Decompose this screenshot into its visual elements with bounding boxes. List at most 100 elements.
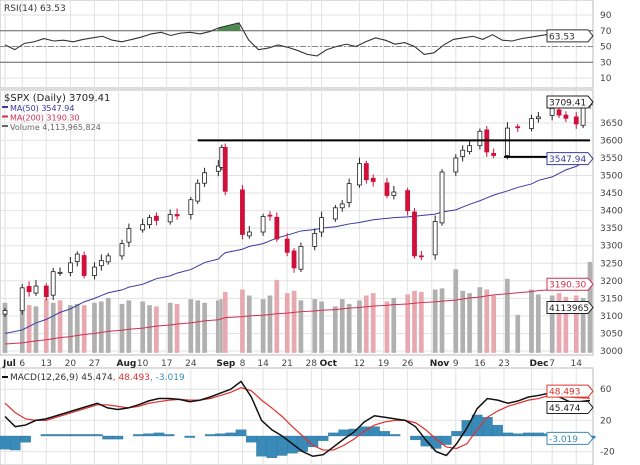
macd-tick-label: 20 [600,416,612,426]
date-label: 17 [161,359,172,369]
macd-histogram-bar [133,434,144,437]
volume-bar [391,297,397,354]
volume-bar [167,302,173,354]
candle-body [556,109,562,116]
volume-bar [91,302,98,354]
date-label: 6 [19,359,25,369]
macd-tick-label: 60 [600,385,612,395]
candle-body [391,191,397,196]
candle-body [418,255,424,258]
macd-histogram-bar [235,429,247,437]
candle-body [453,157,459,173]
macd-line [4,380,591,458]
volume-bar [43,298,49,354]
candle-body [74,253,80,262]
volume-bar [153,306,160,354]
price-tick-label: 3650 [600,119,623,129]
price-tick-label: 3450 [600,189,623,199]
legend-swatch [2,376,8,378]
price-tick-label: 3400 [600,207,623,217]
macd-histogram-bar [451,431,462,437]
macd-histogram-bar [61,434,72,437]
candle-body [332,207,338,220]
rsi-line [4,22,591,57]
candle-body [529,118,534,129]
macd-tick-label: -20 [600,448,615,458]
legend-swatch [2,115,8,118]
candle-body [515,126,521,129]
volume-bar [332,306,339,354]
volume-bar [119,303,125,354]
ma200-line [4,283,591,345]
volume-bar [404,294,411,354]
volume-bar [105,297,111,354]
macd-tag: -3.019 [549,435,578,445]
rsi-overbought-area [216,22,241,31]
rsi-value-tag: 63.53 [549,32,575,42]
price-tag-box [546,95,594,109]
price-tag: 4113965 [549,304,589,314]
volume-bar [363,295,369,354]
price-tick-label: 3550 [600,154,623,164]
macd-histogram-bar [266,435,278,458]
volume-bar [81,304,87,354]
macd-title-part: MACD(12,26,9) 45.474 [10,373,113,383]
volume-bar [174,303,180,354]
volume-bar [274,279,280,354]
candle-body [298,246,304,270]
date-label: 24 [185,359,197,369]
volume-bar [453,268,459,354]
candle-body [370,177,376,182]
volume-bar [556,292,562,354]
candle-body [167,214,173,223]
macd-histogram-bar [512,433,524,437]
candle-body [246,231,252,237]
price-tag-box [546,152,594,166]
macd-histogram-bar [523,432,534,437]
macd-histogram-bar [9,435,21,451]
candle-body [2,310,8,315]
volume-bar [477,286,483,354]
volume-bar [339,298,345,354]
macd-histogram-bar [225,432,237,437]
macd-histogram-bar [204,434,216,437]
candle-body [563,114,569,119]
volume-bar [246,295,252,354]
price-tick-label: 3250 [600,259,623,269]
volume-bar [563,296,569,354]
candle-body [267,214,273,217]
volume-bar [239,289,246,354]
macd-histogram-bar [20,435,31,443]
macd-histogram-bar [92,434,103,437]
candle-body [154,215,159,221]
candle-body [505,127,510,156]
volume-bar [74,303,80,354]
candle-body [215,165,221,172]
date-label: 8 [240,359,246,369]
candle-body [573,116,579,125]
date-label: Sep [216,359,236,369]
date-label: 27 [89,359,100,369]
candle-body [222,147,228,192]
macd-title-part: , 48.493 [113,373,150,383]
price-tag-box [546,277,594,291]
legend-entry: MA(50) 3547.94 [10,104,74,113]
volume-bar [146,304,153,354]
volume-bar [411,290,418,354]
candle-body [346,183,352,203]
volume-bar [195,300,201,354]
macd-histogram-bar [328,432,339,437]
macd-histogram-bar [369,426,380,437]
volume-bar [2,302,8,354]
rsi-tick-label: 10 [600,74,612,84]
candle-body [432,221,438,256]
volume-bar [188,298,194,354]
date-label: 26 [402,359,414,369]
volume-bar [515,314,521,354]
volume-bar [57,300,63,354]
candle-body [19,287,25,312]
date-label: 7 [549,359,555,369]
macd-histogram-bar [71,434,83,437]
